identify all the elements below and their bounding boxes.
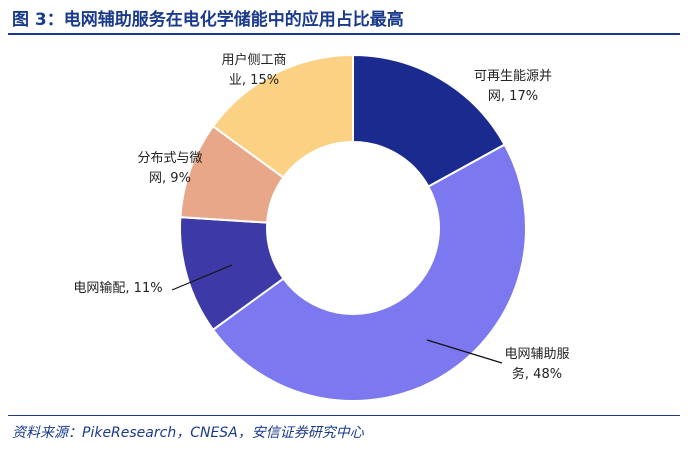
- slice-label-1: 可再生能源并网, 17%: [474, 69, 552, 104]
- leader-line-2: [426, 339, 503, 364]
- source-divider: [8, 415, 680, 416]
- leader-line-3: [171, 264, 233, 291]
- figure-title: 图 3：电网辅助服务在电化学储能中的应用占比最高: [12, 10, 404, 30]
- slice-label-4: 分布式与微网, 9%: [137, 151, 202, 186]
- donut-slice-1: [352, 53, 506, 188]
- donut-chart: 可再生能源并网, 17% 电网辅助服务, 48% 电网输配, 11% 分布式与微网, …: [73, 52, 570, 402]
- donut-slice-2: [211, 143, 527, 402]
- slice-label-2: 电网辅助服务, 48%: [504, 347, 569, 382]
- donut-slice-5: [211, 53, 354, 179]
- slice-label-3: 电网输配, 11%: [73, 280, 162, 296]
- source-note: 资料来源：PikeResearch，CNESA，安信证券研究中心: [12, 425, 364, 441]
- title-divider: [8, 33, 680, 35]
- slice-label-5: 用户侧工商业, 15%: [221, 52, 286, 88]
